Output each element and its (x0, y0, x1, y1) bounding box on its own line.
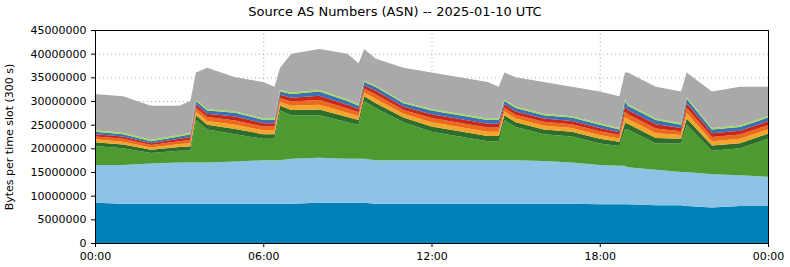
html-text:Source AS Numbers (ASN) -- 202: Source AS Numbers (ASN) -- 2025-01-10 UT… (248, 4, 542, 19)
svg-text:20000000: 20000000 (31, 142, 87, 155)
svg-text:40000000: 40000000 (31, 48, 87, 61)
svg-text:18:00: 18:00 (584, 250, 616, 263)
svg-text:06:00: 06:00 (248, 250, 280, 263)
svg-text:0: 0 (80, 237, 87, 250)
svg-text:35000000: 35000000 (31, 71, 87, 84)
svg-text:25000000: 25000000 (31, 119, 87, 132)
svg-text:5000000: 5000000 (38, 213, 87, 226)
svg-text:12:00: 12:00 (416, 250, 448, 263)
svg-text:30000000: 30000000 (31, 95, 87, 108)
svg-text:Bytes per time slot (300 s): Bytes per time slot (300 s) (3, 64, 16, 211)
svg-text:45000000: 45000000 (31, 24, 87, 37)
svg-text:00:00: 00:00 (753, 250, 785, 263)
svg-text:10000000: 10000000 (31, 190, 87, 203)
svg-text:15000000: 15000000 (31, 166, 87, 179)
svg-text:00:00: 00:00 (80, 250, 112, 263)
